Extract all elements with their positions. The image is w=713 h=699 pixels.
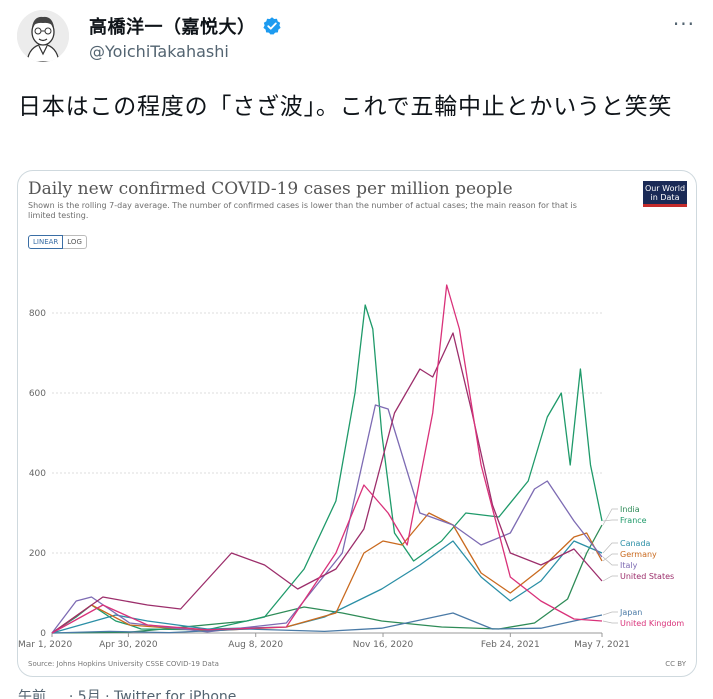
legend-connector: [602, 620, 618, 624]
owid-logo-line2: in Data: [650, 193, 680, 202]
y-tick-label: 200: [29, 549, 46, 559]
tweet-meta: 午前 … · 5月 · Twitter for iPhone: [18, 689, 237, 699]
series-line-japan: [51, 612, 603, 634]
tweet-media-image[interactable]: Daily new confirmed COVID-19 cases per m…: [17, 170, 697, 677]
chart-source: Source: Johns Hopkins University CSSE CO…: [28, 660, 219, 668]
linear-toggle: LINEAR: [28, 235, 64, 249]
legend-connector: [602, 556, 618, 566]
x-tick-label: May 7, 2021: [574, 640, 630, 650]
avatar-illustration-icon: [17, 10, 69, 62]
tweet-text: 日本はこの程度の「さざ波」。これで五輪中止とかいうと笑笑: [18, 94, 673, 120]
avatar[interactable]: [17, 10, 69, 62]
scale-toggle: LINEAR LOG: [28, 235, 87, 249]
series-line-canada: [51, 540, 603, 634]
legend-label: Germany: [620, 550, 657, 559]
legend-connector: [602, 519, 618, 522]
legend-label: United Kingdom: [620, 619, 684, 628]
author-name[interactable]: 高橋洋一（嘉悦大）: [89, 17, 256, 38]
chart-subtitle: Shown is the rolling 7-day average. The …: [28, 201, 577, 220]
x-tick-label: Aug 8, 2020: [228, 640, 283, 650]
legend-connector: [602, 575, 618, 582]
chart-title: Daily new confirmed COVID-19 cases per m…: [28, 179, 513, 199]
series-line-india: [51, 524, 603, 634]
author-handle[interactable]: @YoichiTakahashi: [89, 42, 229, 61]
verified-badge-icon: [262, 17, 281, 35]
y-tick-label: 800: [29, 309, 46, 319]
y-tick-label: 400: [29, 469, 46, 479]
series-line-united-kingdom: [51, 284, 603, 634]
x-tick-label: Nov 16, 2020: [353, 640, 414, 650]
y-tick-label: 600: [29, 389, 46, 399]
x-tick-label: Feb 24, 2021: [481, 640, 540, 650]
legend-label: Japan: [619, 608, 642, 617]
legend-connector: [602, 542, 618, 554]
legend-label: India: [620, 505, 640, 514]
more-options-button[interactable]: ···: [672, 12, 695, 36]
chart-license: CC BY: [665, 660, 686, 668]
legend-connector: [602, 553, 618, 562]
owid-logo-line1: Our World: [644, 184, 686, 193]
legend-connector: [602, 611, 618, 616]
x-tick-label: Mar 1, 2020: [18, 640, 72, 650]
legend-label: Canada: [620, 539, 651, 548]
legend-label: United States: [620, 572, 674, 581]
legend-connector: [602, 508, 618, 526]
author-block: 高橋洋一（嘉悦大） @YoichiTakahashi: [89, 13, 282, 61]
series-line-united-states: [51, 332, 603, 634]
legend-label: France: [620, 516, 647, 525]
line-chart: 0 200 400 600 800 Mar 1, 2020 Apr 30, 2020 Aug …: [18, 284, 684, 650]
x-tick-label: Apr 30, 2020: [99, 640, 158, 650]
series-line-italy: [51, 404, 603, 634]
owid-logo: Our World in Data: [643, 181, 687, 207]
y-tick-label: 0: [40, 629, 46, 639]
log-toggle: LOG: [63, 235, 87, 249]
legend-label: Italy: [620, 561, 638, 570]
